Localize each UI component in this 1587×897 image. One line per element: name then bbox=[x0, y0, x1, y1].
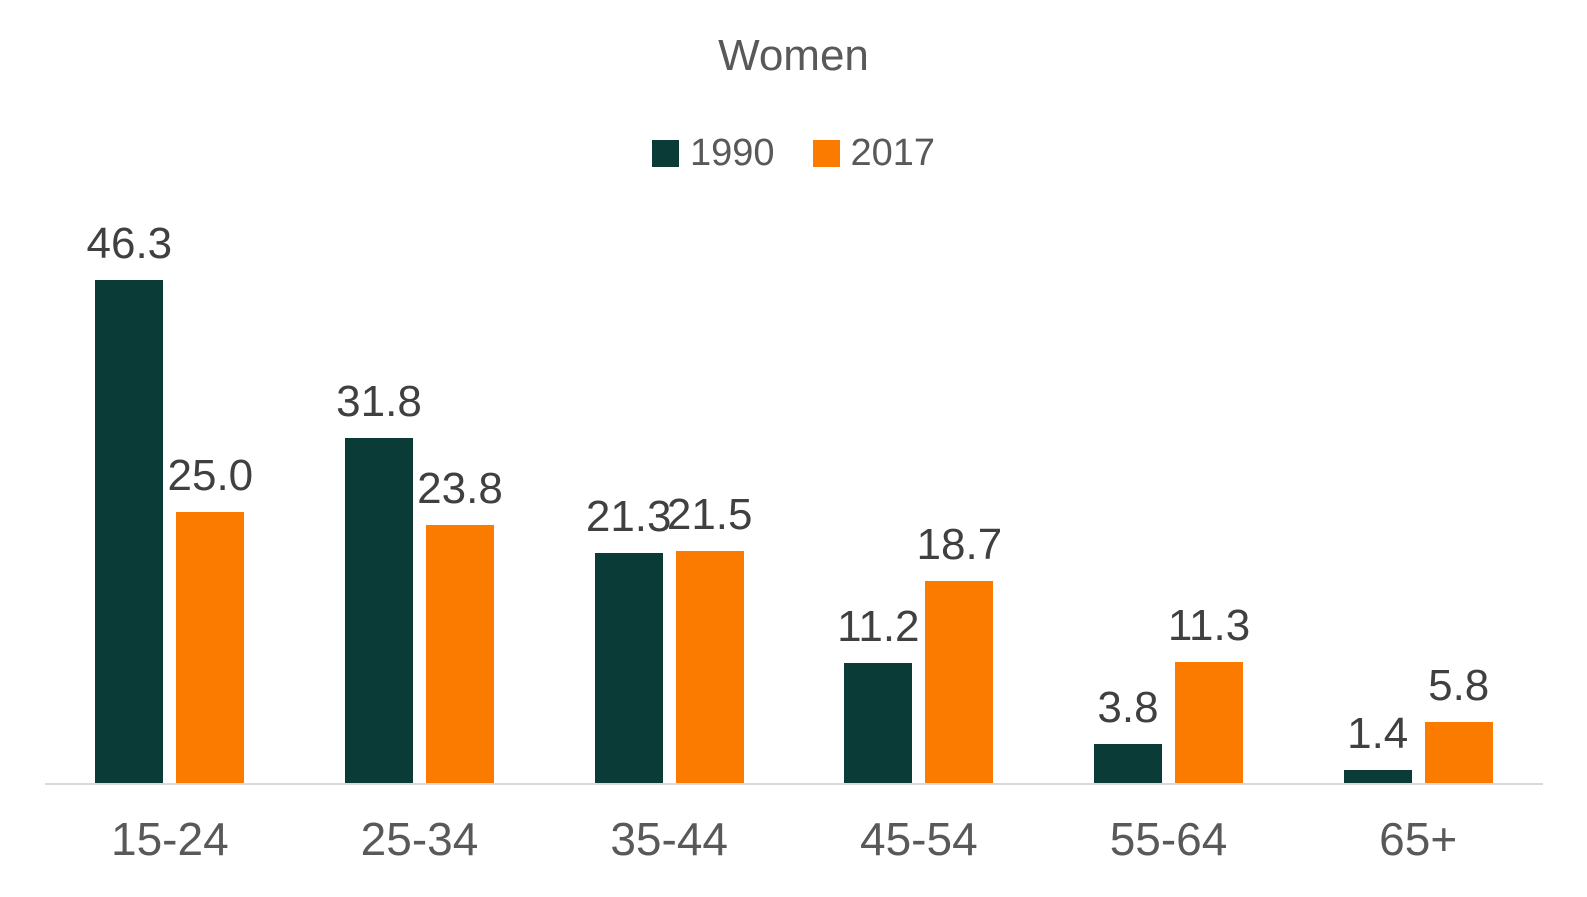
x-axis-label-65+: 65+ bbox=[1379, 813, 1458, 865]
x-axis-label-55-64: 55-64 bbox=[1109, 813, 1228, 865]
bar-2017-65+ bbox=[1424, 721, 1493, 785]
bar-1990-25-34 bbox=[345, 438, 413, 785]
bar-2017-45-54 bbox=[925, 581, 994, 785]
bar-1990-35-44 bbox=[594, 552, 663, 785]
bar-wrap-1990-25-34: 31.8 bbox=[336, 380, 422, 785]
bar-wrap-2017-35-44: 21.5 bbox=[667, 492, 752, 785]
bar-wrap-1990-35-44: 21.3 bbox=[586, 494, 671, 785]
data-label-2017-25-34: 23.8 bbox=[417, 464, 503, 514]
data-label-2017-65+: 5.8 bbox=[1428, 660, 1490, 710]
legend-swatch-1990 bbox=[651, 140, 679, 168]
x-axis-label-45-54: 45-54 bbox=[860, 813, 978, 865]
legend-label-2017: 2017 bbox=[850, 132, 936, 174]
bar-2017-15-24 bbox=[176, 512, 245, 785]
bar-wrap-2017-45-54: 18.7 bbox=[917, 523, 1002, 785]
legend-label-1990: 1990 bbox=[689, 132, 775, 174]
data-label-2017-55-64: 11.3 bbox=[1167, 600, 1251, 650]
data-label-2017-15-24: 25.0 bbox=[167, 451, 254, 501]
x-axis-line bbox=[45, 783, 1543, 785]
x-axis-label-15-24: 15-24 bbox=[111, 813, 229, 865]
bar-1990-55-64 bbox=[1094, 743, 1163, 785]
data-label-2017-35-44: 21.5 bbox=[666, 489, 753, 539]
bar-wrap-2017-65+: 5.8 bbox=[1424, 663, 1493, 785]
legend-swatch-2017 bbox=[812, 140, 840, 168]
data-label-1990-35-44: 21.3 bbox=[585, 491, 672, 541]
legend-item-2017: 2017 bbox=[812, 131, 936, 177]
bar-group-45-54: 11.2 18.7 bbox=[794, 200, 1044, 785]
chart-title: Women bbox=[718, 31, 869, 80]
x-axis-label-25-34: 25-34 bbox=[360, 813, 479, 865]
bar-wrap-1990-55-64: 3.8 bbox=[1094, 685, 1163, 785]
x-axis-labels: 15-24 25-34 35-44 45-54 55-64 65+ bbox=[45, 812, 1543, 867]
bar-group-15-24: 46.3 25.0 bbox=[45, 200, 295, 785]
bar-wrap-2017-25-34: 23.8 bbox=[417, 467, 503, 785]
data-label-1990-65+: 1.4 bbox=[1347, 708, 1409, 758]
x-axis-label-35-44: 35-44 bbox=[610, 813, 728, 865]
bar-wrap-2017-15-24: 25.0 bbox=[168, 454, 253, 785]
bar-2017-35-44 bbox=[675, 550, 744, 785]
legend: 1990 2017 bbox=[0, 131, 1587, 177]
bar-group-25-34: 31.8 23.8 bbox=[295, 200, 545, 785]
bar-1990-45-54 bbox=[844, 662, 913, 785]
bar-1990-65+ bbox=[1343, 769, 1412, 785]
data-label-1990-55-64: 3.8 bbox=[1097, 682, 1159, 732]
data-label-1990-15-24: 46.3 bbox=[86, 219, 173, 269]
bar-wrap-2017-55-64: 11.3 bbox=[1168, 603, 1250, 785]
bar-2017-25-34 bbox=[426, 525, 494, 785]
bar-wrap-1990-15-24: 46.3 bbox=[87, 222, 172, 785]
bar-group-35-44: 21.3 21.5 bbox=[544, 200, 794, 785]
plot-area: 46.3 25.0 31.8 23.8 21.3 21.5 11.2 18.7 3.8 11.3 1… bbox=[45, 200, 1543, 785]
data-label-2017-45-54: 18.7 bbox=[916, 520, 1003, 570]
data-label-1990-45-54: 11.2 bbox=[837, 601, 920, 651]
legend-item-1990: 1990 bbox=[651, 131, 775, 177]
bar-1990-15-24 bbox=[95, 280, 164, 785]
bar-group-65+: 1.4 5.8 bbox=[1293, 200, 1543, 785]
bar-group-55-64: 3.8 11.3 bbox=[1044, 200, 1294, 785]
bar-wrap-1990-65+: 1.4 bbox=[1343, 711, 1412, 785]
bar-wrap-1990-45-54: 11.2 bbox=[837, 604, 920, 785]
data-label-1990-25-34: 31.8 bbox=[336, 377, 422, 427]
bar-2017-55-64 bbox=[1175, 661, 1244, 785]
